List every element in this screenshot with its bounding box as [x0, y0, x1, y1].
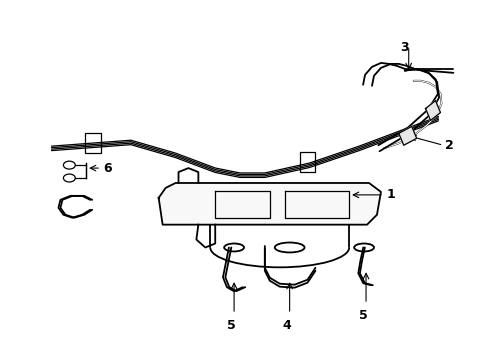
- Text: 5: 5: [358, 309, 366, 322]
- Text: 5: 5: [226, 319, 235, 332]
- Bar: [85, 133, 101, 153]
- Text: 2: 2: [445, 139, 453, 152]
- Text: 6: 6: [103, 162, 111, 175]
- Polygon shape: [398, 126, 416, 145]
- Text: 3: 3: [400, 41, 408, 54]
- Text: 4: 4: [282, 319, 290, 332]
- Bar: [299, 152, 315, 172]
- Text: 1: 1: [386, 188, 395, 201]
- Polygon shape: [425, 100, 440, 121]
- Polygon shape: [158, 183, 380, 225]
